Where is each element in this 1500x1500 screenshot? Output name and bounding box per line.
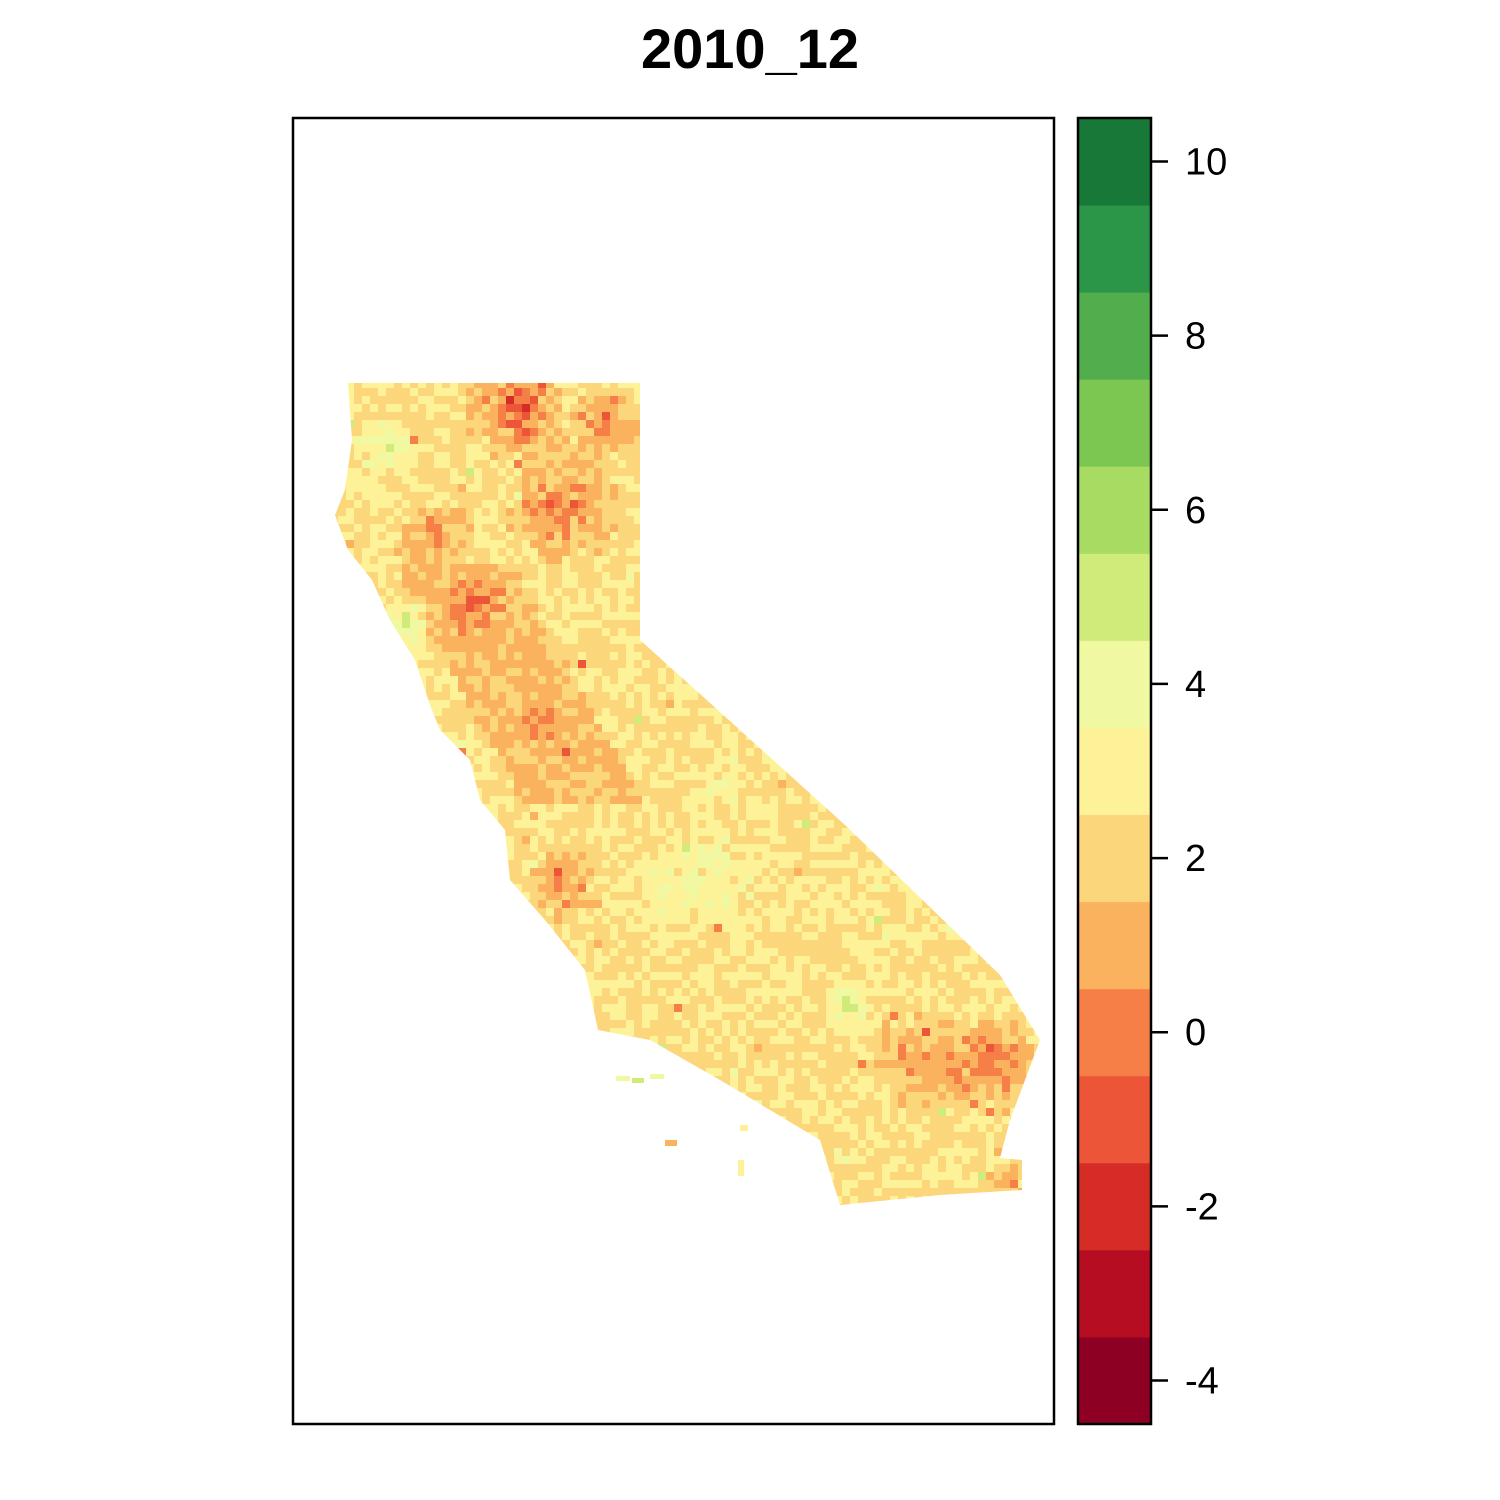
legend-swatch bbox=[1078, 379, 1151, 467]
legend-swatch bbox=[1078, 640, 1151, 728]
legend-swatch bbox=[1078, 901, 1151, 990]
color-legend bbox=[1078, 118, 1151, 1425]
legend-swatch bbox=[1078, 1162, 1151, 1251]
legend-ticks: 10 8 6 4 2 0 -2 -4 bbox=[1151, 142, 1227, 1402]
legend-swatch bbox=[1078, 118, 1151, 206]
legend-swatch bbox=[1078, 814, 1151, 903]
legend-swatch bbox=[1078, 553, 1151, 641]
legend-swatch bbox=[1078, 988, 1151, 1077]
legend-tick-label: -2 bbox=[1185, 1186, 1219, 1228]
legend-swatch bbox=[1078, 292, 1151, 380]
legend-tick-label: 4 bbox=[1185, 664, 1206, 706]
legend-tick-label: 2 bbox=[1185, 838, 1206, 880]
legend-tick-label: -4 bbox=[1185, 1360, 1219, 1402]
legend-frame bbox=[1076, 116, 1153, 1426]
legend-tick-label: 10 bbox=[1185, 142, 1227, 184]
legend-swatch bbox=[1078, 1336, 1151, 1425]
legend-swatch bbox=[1078, 727, 1151, 816]
legend-tick-label: 8 bbox=[1185, 316, 1206, 358]
channel-islands bbox=[616, 1074, 748, 1176]
legend-swatch bbox=[1078, 205, 1151, 293]
map-title: 2010_12 bbox=[641, 17, 859, 80]
legend-swatch bbox=[1078, 1075, 1151, 1164]
legend-swatch bbox=[1078, 466, 1151, 554]
legend-tick-label: 6 bbox=[1185, 490, 1206, 532]
legend-swatch bbox=[1078, 1249, 1151, 1338]
legend-tick-label: 0 bbox=[1185, 1012, 1206, 1054]
